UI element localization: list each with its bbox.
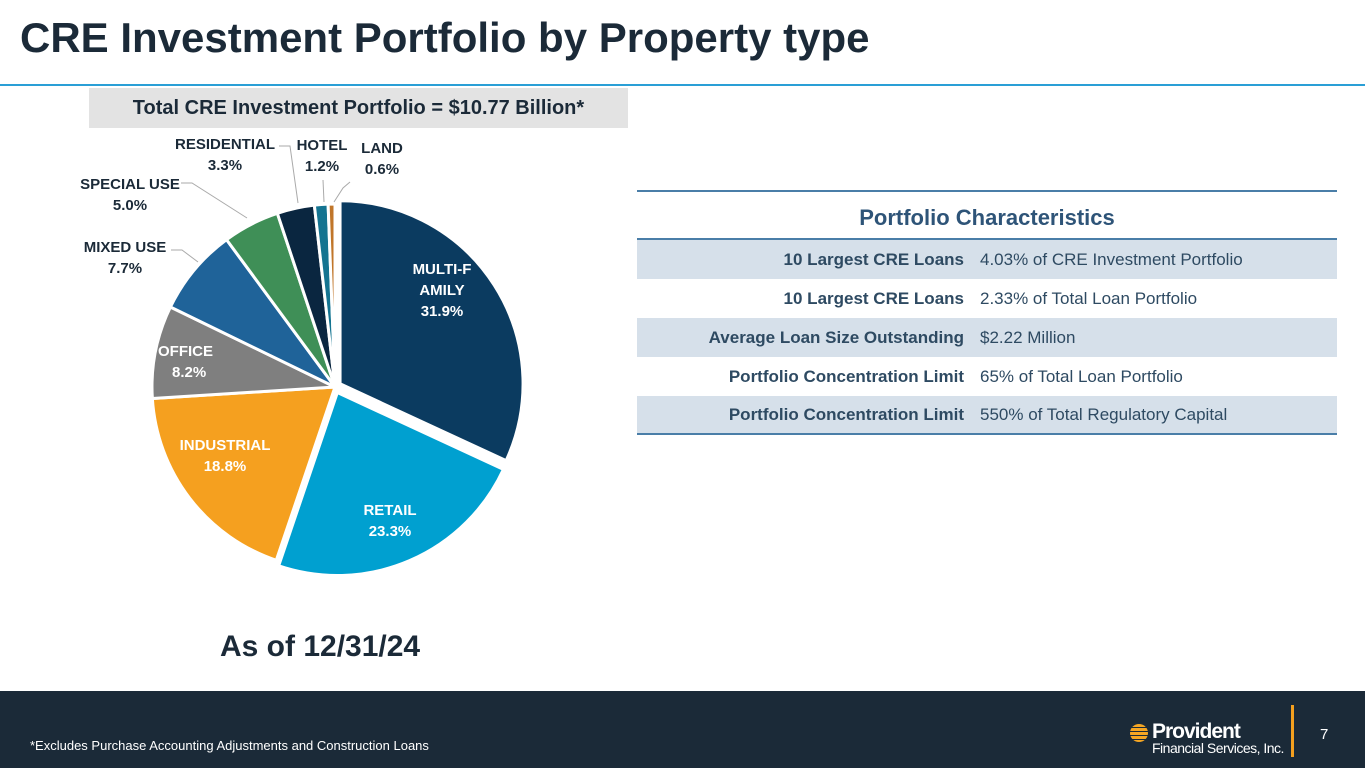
- leader-mixed-use: [171, 249, 199, 263]
- row-value: $2.22 Million: [980, 327, 1076, 347]
- logo-subtitle: Financial Services, Inc.: [1152, 740, 1284, 756]
- table-row: 10 Largest CRE Loans 4.03% of CRE Investm…: [637, 240, 1337, 279]
- row-label: Average Loan Size Outstanding: [708, 327, 964, 347]
- label-value: 1.2%: [304, 158, 340, 175]
- label-value: 31.9%: [420, 303, 464, 320]
- leader-land: [333, 181, 351, 203]
- table-row: Average Loan Size Outstanding $2.22 Milli…: [637, 318, 1337, 357]
- label-value: 8.2%: [172, 364, 207, 381]
- label-value: 3.3%: [207, 157, 243, 174]
- provident-logo: Provident Financial Services, Inc.: [1130, 720, 1284, 756]
- label-value: 18.8%: [203, 458, 247, 475]
- footer-divider: [1291, 705, 1294, 757]
- as-of-date: As of 12/31/24: [220, 630, 421, 663]
- row-label: 10 Largest CRE Loans: [783, 249, 964, 269]
- label-value: 0.6%: [364, 161, 400, 178]
- label-name: RETAIL: [363, 502, 417, 519]
- portfolio-characteristics-table: Portfolio Characteristics 10 Largest CRE…: [637, 190, 1337, 435]
- label-name: MULTI-FAMILY: [412, 261, 472, 299]
- logo-name: Provident: [1152, 720, 1241, 743]
- pie-slice-office: [150, 305, 341, 401]
- label-value: 7.7%: [107, 260, 143, 277]
- row-value: 65% of Total Loan Portfolio: [980, 366, 1183, 386]
- table-row: Portfolio Concentration Limit 65% of Tota…: [637, 357, 1337, 396]
- row-label: Portfolio Concentration Limit: [728, 366, 964, 386]
- footnote: *Excludes Purchase Accounting Adjustment…: [30, 738, 429, 753]
- pie-slice-retail: [276, 390, 506, 577]
- leader-special-use: [181, 182, 248, 219]
- label-industrial: INDUSTRIAL 18.8%: [165, 435, 285, 477]
- label-multifamily: MULTI-FAMILY 31.9%: [402, 259, 482, 322]
- label-name: SPECIAL USE: [80, 176, 180, 193]
- label-mixed-use: MIXED USE 7.7%: [70, 237, 180, 279]
- label-office: OFFICE 8.2%: [158, 341, 228, 383]
- label-hotel: HOTEL 1.2%: [290, 135, 354, 177]
- title-divider: [0, 84, 1365, 86]
- label-value: 5.0%: [112, 197, 148, 214]
- row-label: Portfolio Concentration Limit: [728, 404, 964, 424]
- row-value: 550% of Total Regulatory Capital: [980, 404, 1228, 424]
- label-value: 23.3%: [368, 523, 412, 540]
- table-heading: Portfolio Characteristics: [637, 192, 1337, 240]
- pie-slice-multi-family: [338, 199, 525, 463]
- page-number: 7: [1320, 726, 1329, 743]
- label-special-use: SPECIAL USE 5.0%: [70, 174, 190, 216]
- page-title: CRE Investment Portfolio by Property typ…: [20, 14, 870, 61]
- label-name: HOTEL: [296, 137, 348, 154]
- leader-hotel: [322, 179, 325, 203]
- label-residential: RESIDENTIAL 3.3%: [165, 134, 285, 176]
- leader-residential: [279, 145, 299, 204]
- pie-slice-land: [326, 202, 337, 388]
- row-label: 10 Largest CRE Loans: [783, 288, 964, 308]
- label-retail: RETAIL 23.3%: [350, 500, 430, 542]
- row-value: 4.03% of CRE Investment Portfolio: [980, 249, 1243, 269]
- sun-logo-icon: [1130, 724, 1148, 742]
- label-name: RESIDENTIAL: [174, 136, 275, 153]
- table-row: 10 Largest CRE Loans 2.33% of Total Loan …: [637, 279, 1337, 318]
- table-row: Portfolio Concentration Limit 550% of Tot…: [637, 396, 1337, 435]
- pie-chart: [150, 145, 525, 577]
- label-name: MIXED USE: [83, 239, 167, 256]
- label-name: LAND: [361, 140, 403, 157]
- total-banner: Total CRE Investment Portfolio = $10.77 …: [89, 88, 628, 128]
- label-name: INDUSTRIAL: [179, 437, 271, 454]
- leader-lines: [171, 145, 351, 263]
- row-value: 2.33% of Total Loan Portfolio: [980, 288, 1198, 308]
- pie-slice-industrial: [150, 385, 338, 563]
- label-land: LAND 0.6%: [352, 138, 412, 180]
- label-name: OFFICE: [158, 343, 213, 360]
